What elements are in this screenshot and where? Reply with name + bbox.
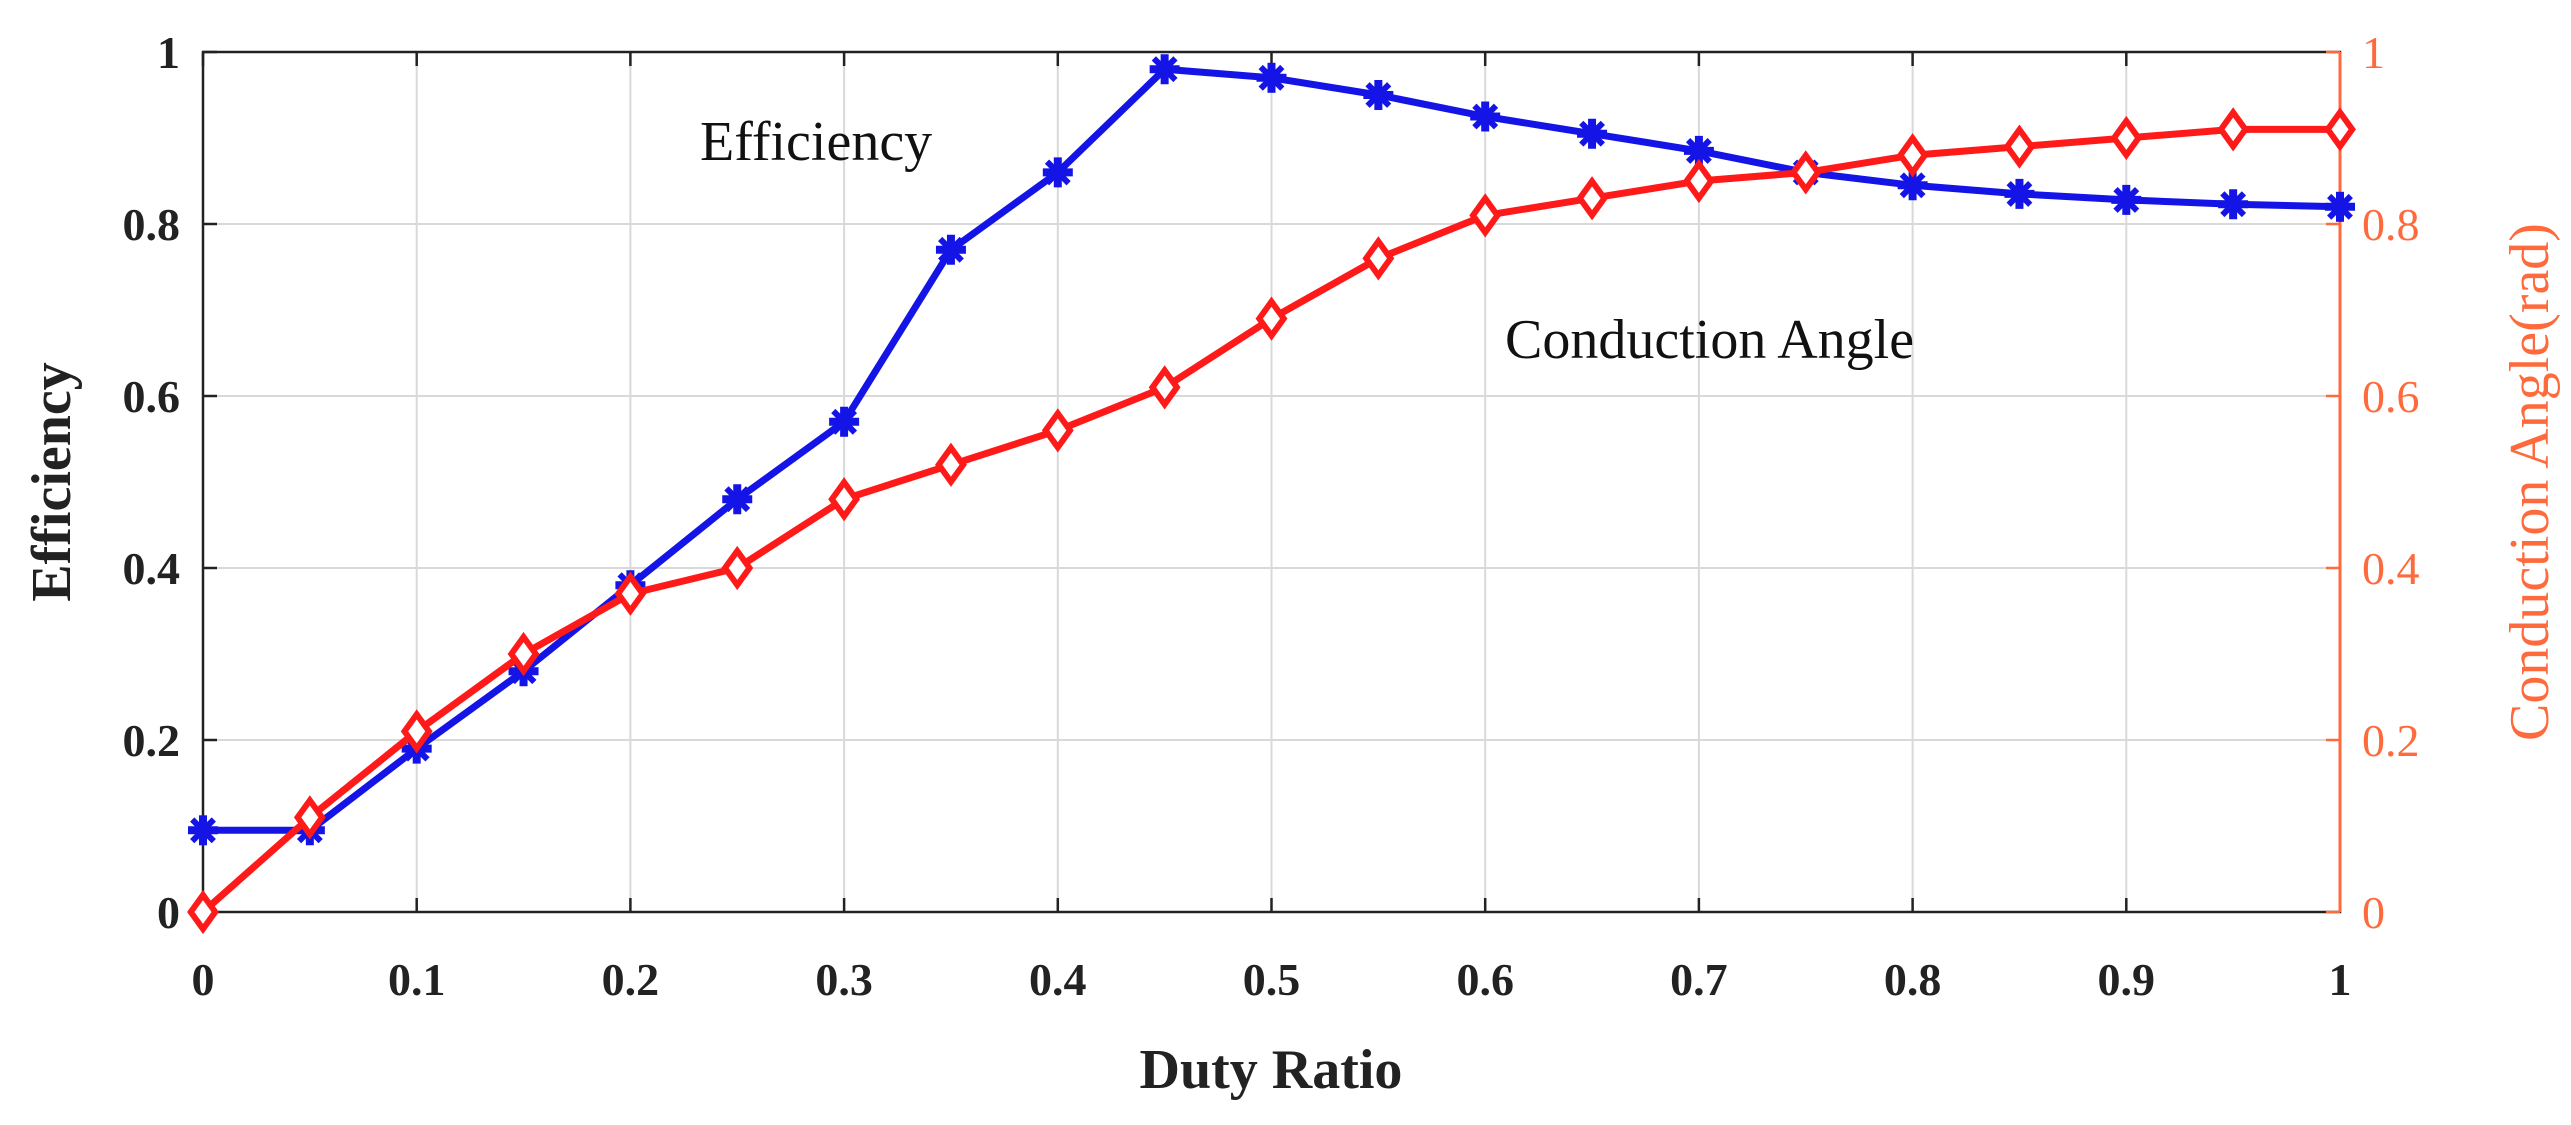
conduction-angle-point (2110, 115, 2143, 161)
efficiency-point (1363, 80, 1394, 110)
conduction-angle-point (1041, 408, 1074, 453)
conduction-angle-point (1576, 176, 1608, 221)
x-tick-label: 0.2 (602, 954, 660, 1005)
y-tick-label-left: 0 (157, 887, 180, 938)
tick-marks (201, 50, 2342, 914)
conduction-angle-point (400, 709, 433, 754)
conduction-angle-annotation: Conduction Angle (1505, 309, 1914, 371)
y-axis-right-label: Conduction Angle(rad) (2499, 223, 2561, 741)
y-tick-label-left: 0.4 (123, 543, 181, 594)
x-tick-label: 0.7 (1670, 954, 1728, 1005)
y-tick-label-left: 0.6 (123, 371, 181, 422)
conduction-angle-point (507, 631, 540, 677)
efficiency-point (2111, 184, 2142, 215)
y-tick-label-right: 0.6 (2362, 371, 2420, 422)
conduction-angle-point (1896, 133, 1929, 178)
x-tick-label: 0.3 (815, 954, 873, 1005)
y-tick-label-left: 1 (157, 27, 180, 78)
y-tick-label-left: 0.8 (123, 199, 181, 250)
x-tick-label: 0.8 (1884, 954, 1942, 1005)
efficiency-point (1042, 157, 1073, 188)
conduction-angle-point (1469, 193, 1502, 238)
y-tick-label-right: 0.8 (2362, 199, 2420, 250)
conduction-angle-point (1682, 158, 1715, 204)
y-tick-label-right: 0 (2362, 887, 2385, 938)
tick-labels: 0 0.1 0.2 0.3 0.4 0.5 0.6 0.7 0.8 0.9 100.20.40.60… (123, 27, 2420, 1005)
efficiency-point (1256, 62, 1287, 93)
efficiency-point (829, 406, 860, 437)
conduction-angle-point (2324, 107, 2356, 152)
x-tick-label: 0.1 (388, 954, 446, 1005)
efficiency-point (188, 815, 218, 846)
x-axis-label: Duty Ratio (1140, 1039, 1403, 1101)
efficiency-annotation: Efficiency (700, 111, 932, 173)
x-tick-label: 1 (2329, 954, 2352, 1005)
conduction-angle-point (828, 477, 861, 522)
conduction-angle-point (187, 889, 219, 935)
efficiency-point (935, 234, 966, 265)
y-tick-label-right: 0.4 (2362, 543, 2420, 594)
y-tick-label-right: 0.2 (2362, 715, 2420, 766)
x-tick-label: 0.9 (2098, 954, 2156, 1005)
conduction-angle-point (614, 571, 647, 616)
conduction-angle-point (1789, 150, 1822, 195)
conduction-angle-point (293, 795, 326, 840)
x-tick-label: 0 (192, 954, 215, 1005)
conduction-angle-point (2217, 107, 2250, 152)
conduction-angle-point (1148, 365, 1181, 410)
efficiency-point (1149, 54, 1180, 85)
conduction-angle-point (2003, 124, 2036, 169)
conduction-angle-point (935, 442, 967, 487)
y-tick-label-right: 1 (2362, 27, 2385, 78)
efficiency-point (2325, 191, 2355, 222)
x-tick-label: 0.5 (1243, 954, 1301, 1005)
efficiency-point (1470, 101, 1501, 132)
x-tick-label: 0.4 (1029, 954, 1087, 1005)
series (187, 54, 2356, 935)
efficiency-point (1577, 118, 1608, 149)
efficiency-point (722, 484, 753, 515)
x-tick-label: 0.6 (1456, 954, 1514, 1005)
conduction-angle-point (1362, 236, 1395, 281)
efficiency-point (2218, 189, 2249, 220)
conduction-angle-point (721, 545, 754, 591)
conduction-angle-point (1255, 296, 1288, 341)
y-tick-label-left: 0.2 (123, 715, 181, 766)
efficiency-point (2004, 178, 2035, 209)
y-axis-label: Efficiency (21, 362, 83, 601)
